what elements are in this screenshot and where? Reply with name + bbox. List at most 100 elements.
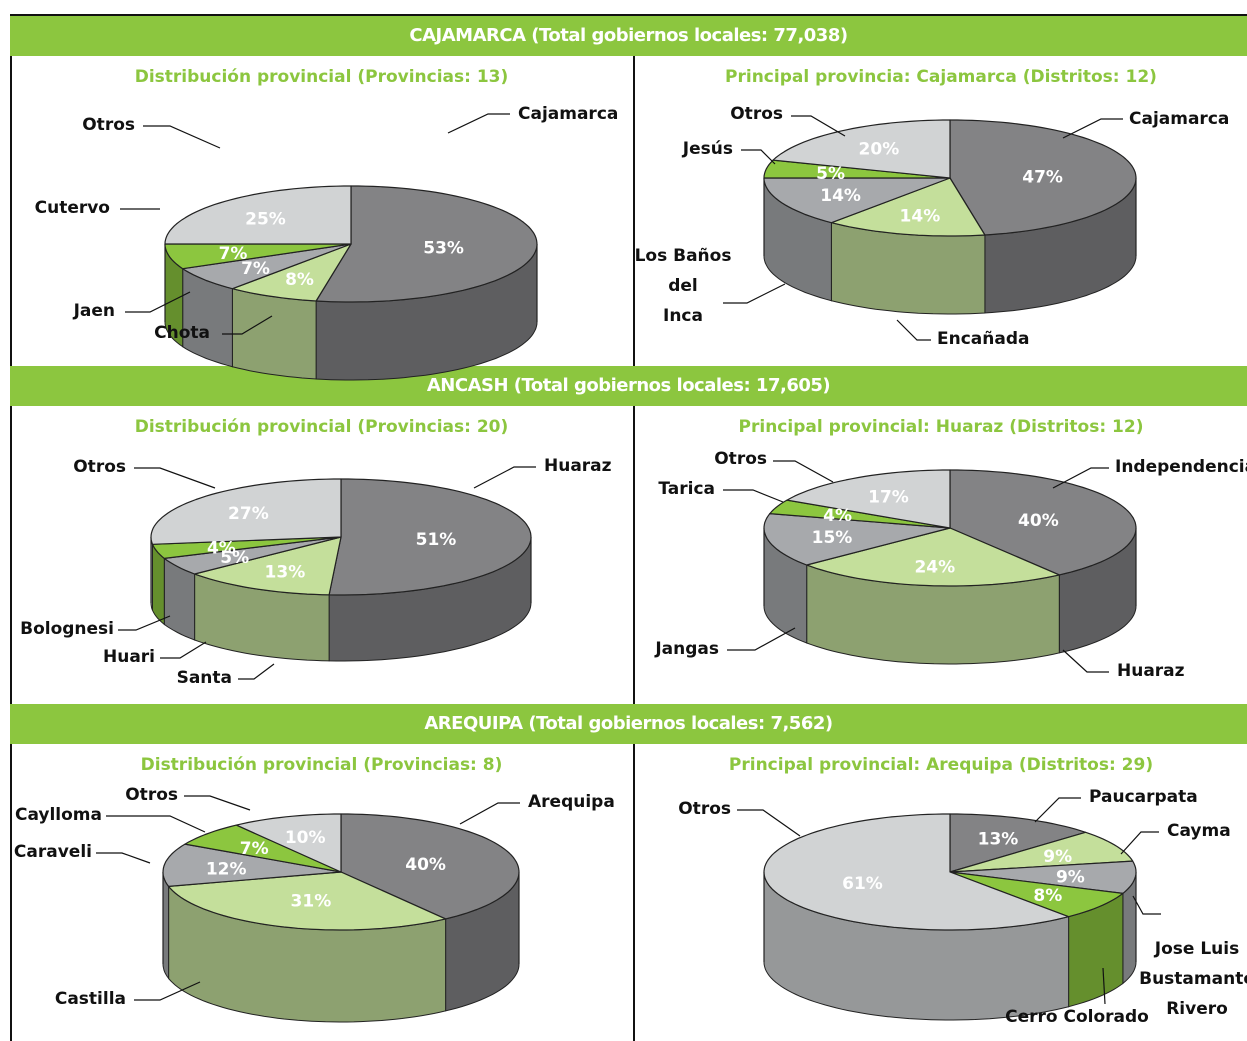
pie-chart-cajamarca-distritos: Principal provincia: Cajamarca (Distrito… [635,67,1230,349]
pie-slice-paucarpata [949,813,1087,873]
pie-slice-santa [194,536,342,596]
pie-slice-otros [772,119,951,179]
pie-slice-bolognesi [151,536,342,559]
leader-line [134,467,216,489]
pie-slice-chota [231,243,352,302]
category-label: Jesús [682,139,733,159]
pie-slice-los-ba-os-del-inca [763,177,951,224]
leader-line [1052,467,1109,489]
pie-percent-label: 47% [1022,167,1063,187]
pie-slice-otros [763,813,1070,931]
category-label: Otros [73,457,126,477]
category-label: Cajamarca [1129,109,1229,129]
pie-percent-label: 40% [405,855,446,875]
leader-line [896,319,931,341]
leader-line [723,283,786,304]
chart-frame [10,14,1247,1041]
leader-line [143,125,221,149]
pie-chart-ancash-distritos: Principal provincial: Huaraz (Distritos:… [654,417,1247,681]
category-label: Cerro Colorado [1005,1007,1149,1027]
pie-percent-label: 25% [245,209,286,229]
pie-percent-label: 4% [207,538,236,558]
pie-percent-label: 14% [900,207,941,227]
pie-percent-label: 5% [816,164,845,184]
pie-percent-label: 13% [265,563,306,583]
category-label: Independencia [1115,457,1247,477]
pie-percent-label: 8% [285,270,314,290]
pie-percent-label: 14% [820,186,861,206]
category-label: Encañada [937,329,1029,349]
pie-slice-arequipa [340,813,520,920]
chart-title: Distribución provincial (Provincias: 8) [141,755,503,775]
pie-slice-otros [164,185,352,245]
pie-slice-caylloma [184,824,342,873]
leader-line [1062,649,1109,673]
section-header-cajamarca: CAJAMARCA (Total gobiernos locales: 77,0… [10,16,1247,56]
panel-divider [633,406,635,704]
leader-line [134,981,201,1001]
leader-line [106,815,206,833]
category-label: Cajamarca [518,104,618,124]
category-label: Cayma [1167,821,1231,841]
category-label: Jaen [73,301,115,321]
pie-percent-label: 7% [219,244,248,264]
pie-slice-jaen [182,243,352,290]
category-label: Cutervo [35,198,110,218]
pie-slice-otros [235,813,342,873]
leader-line [459,802,520,825]
chart-title: Principal provincia: Cajamarca (Distrito… [725,67,1157,87]
category-label: Castilla [55,989,126,1009]
pie-chart-arequipa-distritos: Principal provincial: Arequipa (Distrito… [678,755,1247,1027]
category-label: Los Baños del Inca [635,246,732,326]
leader-line [447,113,510,134]
pie-slice-cayma [949,831,1134,873]
category-label: Jangas [654,639,719,659]
pie-slice-huari [163,536,342,575]
leader-line [473,466,536,489]
pie-slice-jangas [763,513,951,566]
pie-top [763,469,1137,587]
leader-line [791,115,846,137]
leader-line [125,291,191,313]
category-label: Huaraz [544,456,612,476]
pie-percent-label: 61% [842,874,883,894]
section-header-arequipa: AREQUIPA (Total gobiernos locales: 7,562… [10,704,1247,744]
pie-percent-label: 27% [228,504,269,524]
pie-slice-tarica [769,499,951,529]
pie-percent-label: 5% [220,548,249,568]
pie-sides [763,177,1137,315]
section-header-ancash: ANCASH (Total gobiernos locales: 17,605) [10,366,1247,406]
category-label: Caraveli [14,842,92,862]
pie-slice-huaraz [806,527,1060,587]
leader-line [118,615,171,631]
pie-sides [150,536,532,662]
category-label: Arequipa [528,792,615,812]
pie-percent-label: 31% [291,891,332,911]
panel-divider [633,744,635,1041]
category-label: Huaraz [1117,661,1185,681]
chart-title: Principal provincial: Huaraz (Distritos:… [739,417,1144,437]
category-label: Santa [177,668,232,688]
category-label: Jose Luis Bustamante Rivero [1139,939,1247,1019]
pie-chart-arequipa-provincial: Distribución provincial (Provincias: 8) 4… [14,755,615,1023]
category-label: Paucarpata [1089,787,1198,807]
leader-line [222,315,273,335]
pie-sides [763,871,1137,1021]
leader-line [727,627,796,651]
pie-slice-otros [786,469,951,529]
pie-percent-label: 20% [859,140,900,160]
pie-percent-label: 8% [1033,886,1062,906]
chart-title: Distribución provincial (Provincias: 13) [135,67,509,87]
pie-percent-label: 40% [1018,511,1059,531]
leader-line [160,641,207,659]
pie-percent-label: 7% [240,839,269,859]
pie-slice-cutervo [164,243,352,270]
pie-slice-caraveli [162,843,342,887]
chart-title: Distribución provincial (Provincias: 20) [135,417,509,437]
pie-slice-enca-ada [830,177,986,237]
leader-line [238,663,275,680]
category-label: Caylloma [15,805,102,825]
pie-slice-independencia [949,469,1137,576]
pie-chart-cajamarca-provincial: Distribución provincial (Provincias: 13)… [35,67,618,381]
pie-percent-label: 17% [868,488,909,508]
